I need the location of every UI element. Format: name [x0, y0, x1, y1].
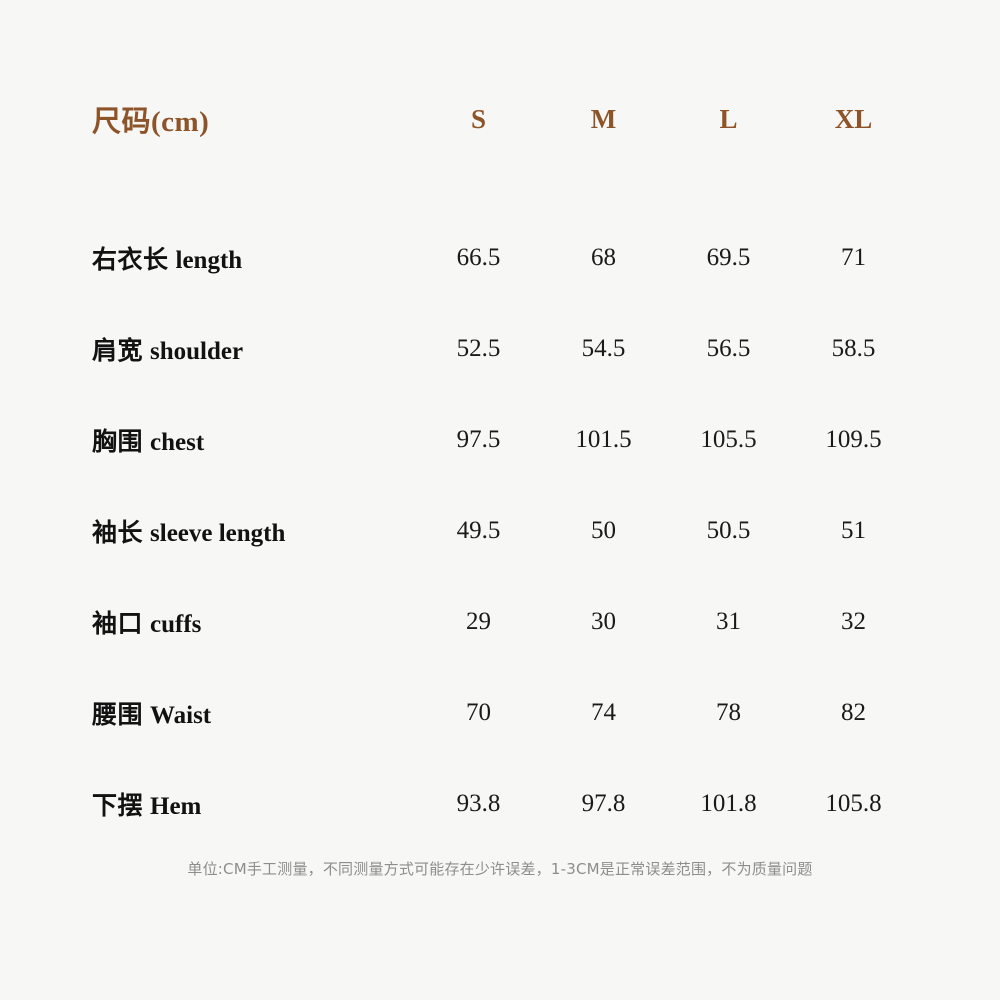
row-label-en: shoulder	[150, 337, 244, 365]
spacer-cell	[791, 146, 916, 212]
row-label-cn: 腰围	[92, 699, 144, 729]
row-label-cn: 袖口	[92, 608, 144, 638]
row-label-sleeve-length: 袖长 sleeve length	[92, 485, 416, 576]
header-body-spacer	[92, 146, 916, 212]
table-row: 下摆 Hem 93.8 97.8 101.8 105.8	[92, 758, 916, 849]
row-label-en: length	[175, 246, 243, 274]
cell-waist-xl: 82	[841, 698, 866, 726]
table-row: 袖口 cuffs 29 30 31 32	[92, 576, 916, 667]
cell-hem-m: 97.8	[581, 789, 626, 817]
cell-sleeve-length-m: 50	[591, 516, 616, 544]
table-row: 袖长 sleeve length 49.5 50 50.5 51	[92, 485, 916, 576]
spacer-cell	[666, 146, 791, 212]
cell-shoulder-s: 52.5	[456, 334, 501, 362]
cell-chest-xl: 109.5	[825, 425, 882, 453]
header-size-s: S	[470, 103, 487, 134]
cell-sleeve-length-xl: 51	[841, 516, 866, 544]
header-size-l: L	[719, 103, 738, 134]
table-header-row: 尺码(cm) S M L XL	[92, 92, 916, 146]
row-label-cn: 胸围	[92, 426, 144, 456]
cell-cuffs-l: 31	[716, 607, 741, 635]
header-size-xl: XL	[834, 103, 873, 134]
cell-hem-l: 101.8	[700, 789, 757, 817]
row-label-cn: 右衣长	[92, 244, 169, 274]
cell-length-l: 69.5	[706, 243, 751, 271]
row-label-length: 右衣长 length	[92, 212, 416, 303]
cell-hem-s: 93.8	[456, 789, 501, 817]
row-label-cn: 肩宽	[92, 335, 144, 365]
row-label-en: Waist	[150, 701, 212, 729]
table-row: 腰围 Waist 70 74 78 82	[92, 667, 916, 758]
row-label-en: sleeve length	[150, 519, 286, 547]
row-label-en: chest	[150, 428, 205, 456]
table-row: 右衣长 length 66.5 68 69.5 71	[92, 212, 916, 303]
row-label-en: Hem	[150, 792, 202, 820]
cell-shoulder-m: 54.5	[581, 334, 626, 362]
cell-length-s: 66.5	[456, 243, 501, 271]
row-label-shoulder: 肩宽 shoulder	[92, 303, 416, 394]
cell-length-m: 68	[591, 243, 616, 271]
cell-sleeve-length-s: 49.5	[456, 516, 501, 544]
cell-cuffs-xl: 32	[841, 607, 866, 635]
cell-length-xl: 71	[841, 243, 866, 271]
cell-chest-l: 105.5	[700, 425, 757, 453]
spacer-cell	[92, 146, 416, 212]
cell-chest-m: 101.5	[575, 425, 632, 453]
row-label-cuffs: 袖口 cuffs	[92, 576, 416, 667]
table-row: 胸围 chest 97.5 101.5 105.5 109.5	[92, 394, 916, 485]
spacer-cell	[416, 146, 541, 212]
cell-sleeve-length-l: 50.5	[706, 516, 751, 544]
measurement-disclaimer-note: 单位:CM手工测量，不同测量方式可能存在少许误差，1-3CM是正常误差范围，不为…	[187, 860, 813, 878]
header-size-unit-title: 尺码(cm)	[92, 106, 210, 138]
cell-waist-s: 70	[466, 698, 491, 726]
cell-chest-s: 97.5	[456, 425, 501, 453]
cell-cuffs-m: 30	[591, 607, 616, 635]
cell-cuffs-s: 29	[466, 607, 491, 635]
header-size-m: M	[590, 103, 617, 134]
cell-shoulder-xl: 58.5	[831, 334, 876, 362]
cell-shoulder-l: 56.5	[706, 334, 751, 362]
size-chart-table: 尺码(cm) S M L XL 右衣长 length 66.5 68 69.5 7…	[92, 92, 916, 849]
cell-hem-xl: 105.8	[825, 789, 882, 817]
cell-waist-l: 78	[716, 698, 741, 726]
table-row: 肩宽 shoulder 52.5 54.5 56.5 58.5	[92, 303, 916, 394]
cell-waist-m: 74	[591, 698, 616, 726]
row-label-cn: 下摆	[92, 790, 144, 820]
spacer-cell	[541, 146, 666, 212]
row-label-waist: 腰围 Waist	[92, 667, 416, 758]
row-label-en: cuffs	[150, 610, 202, 638]
row-label-hem: 下摆 Hem	[92, 758, 416, 849]
row-label-chest: 胸围 chest	[92, 394, 416, 485]
row-label-cn: 袖长	[92, 517, 144, 547]
